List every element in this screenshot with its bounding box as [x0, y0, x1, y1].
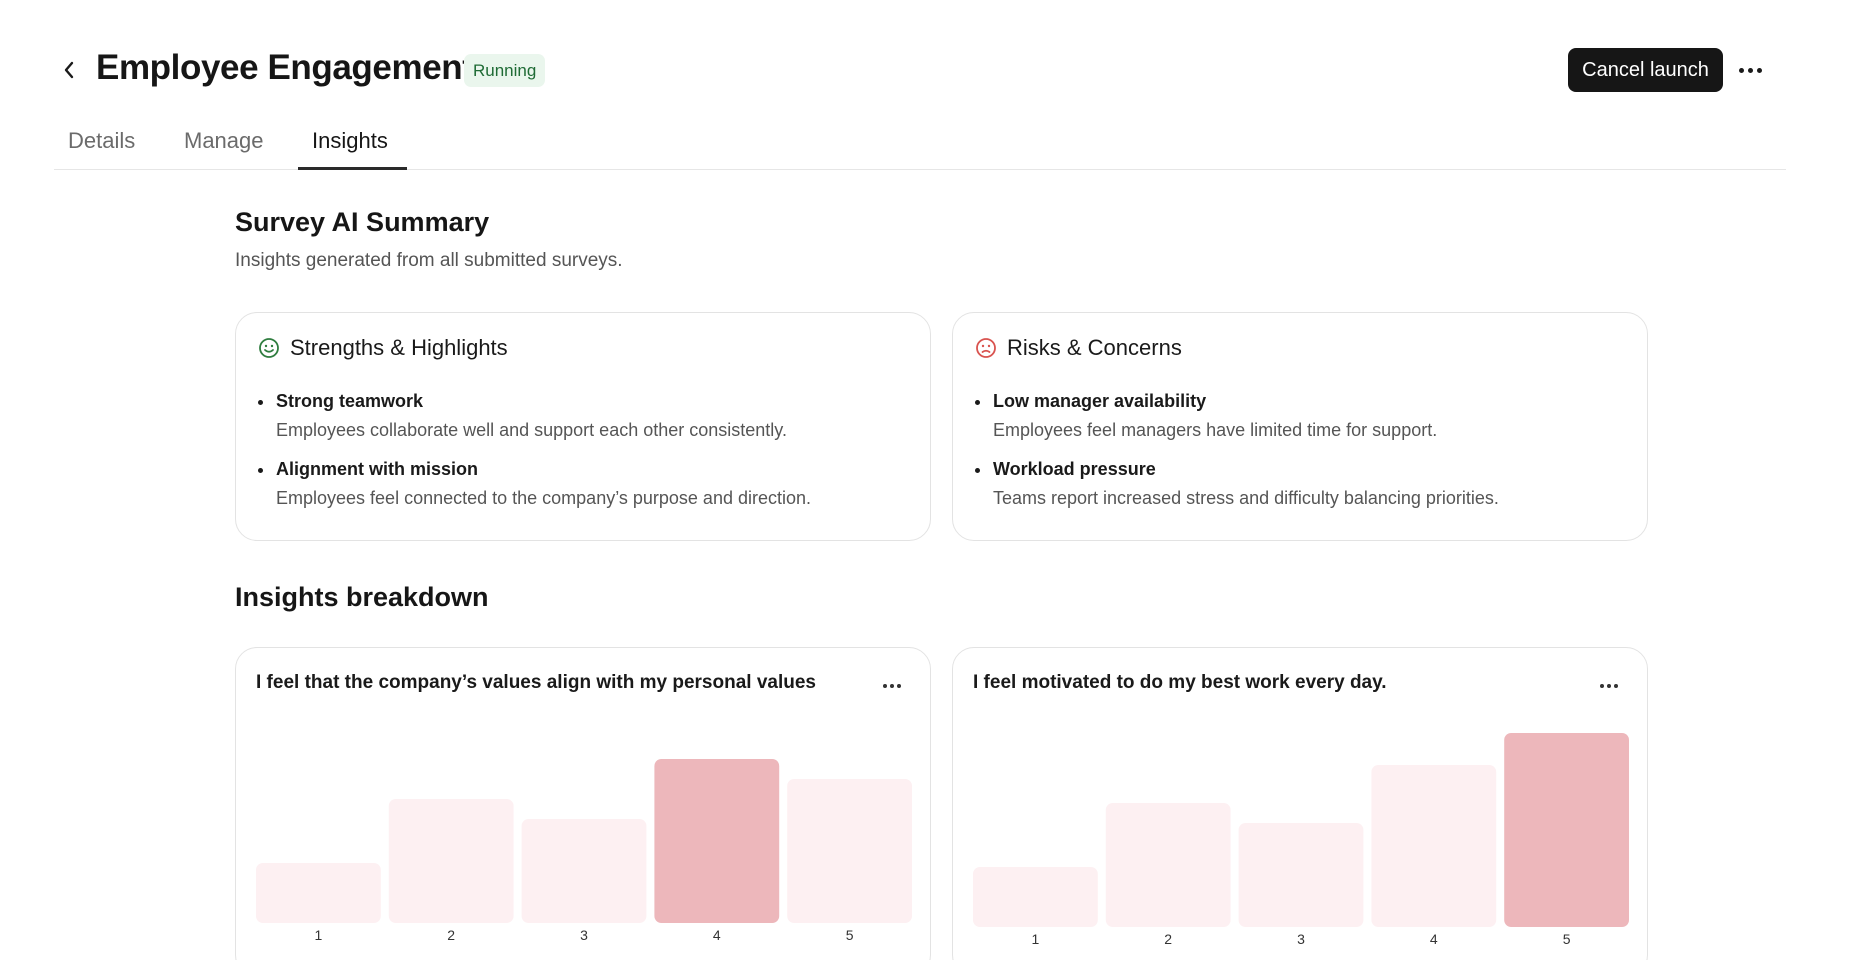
summary-subtitle: Insights generated from all submitted su… — [235, 250, 623, 271]
risks-title: Risks & Concerns — [1007, 335, 1182, 360]
bar-chart: 1 2 3 4 5 — [256, 759, 912, 943]
x-tick-label: 5 — [846, 927, 854, 943]
chart-title: I feel that the company’s values align w… — [256, 672, 816, 693]
x-tick-label: 3 — [1297, 931, 1305, 947]
strengths-title: Strengths & Highlights — [290, 335, 508, 360]
bar-3[interactable] — [1238, 823, 1364, 927]
item-title: Workload pressure — [993, 459, 1156, 479]
x-tick-label: 1 — [1032, 931, 1040, 947]
item-title: Alignment with mission — [276, 459, 479, 479]
bar-1[interactable] — [256, 863, 381, 923]
bullet — [258, 400, 263, 405]
frown-icon — [976, 338, 996, 358]
chart-more-button[interactable] — [878, 678, 906, 694]
x-tick-label: 1 — [315, 927, 323, 943]
bar-3[interactable] — [521, 819, 647, 923]
breakdown-title: Insights breakdown — [235, 582, 489, 612]
risks-card: Risks & Concerns Low manager availabilit… — [952, 312, 1648, 541]
x-tick-label: 5 — [1563, 931, 1571, 947]
chevron-left-icon — [64, 61, 74, 79]
summary-title: Survey AI Summary — [235, 207, 490, 237]
x-tick-label: 2 — [1164, 931, 1172, 947]
bar-5[interactable] — [787, 779, 912, 923]
status-badge: Running — [464, 54, 546, 87]
x-tick-label: 4 — [713, 927, 721, 943]
bar-4[interactable] — [654, 759, 780, 923]
tab-manage[interactable]: Manage — [184, 128, 264, 153]
bar-2[interactable] — [388, 799, 514, 923]
tab-details[interactable]: Details — [68, 128, 136, 153]
page-header: Employee Engagement Running Cancel launc… — [0, 0, 1854, 170]
item-title: Strong teamwork — [276, 391, 424, 411]
tab-bar: Details Manage Insights — [54, 120, 1786, 170]
smile-icon — [259, 338, 279, 358]
chart-card-2: I feel motivated to do my best work ever… — [952, 647, 1648, 960]
active-tab-indicator — [298, 167, 407, 170]
chart-more-button[interactable] — [1595, 678, 1623, 694]
item-description: Employees feel connected to the company’… — [276, 488, 811, 508]
item-description: Employees feel managers have limited tim… — [993, 420, 1438, 440]
chart-card-1: I feel that the company’s values align w… — [235, 647, 931, 960]
strengths-header: Strengths & Highlights — [258, 335, 508, 361]
chart-title: I feel motivated to do my best work ever… — [973, 672, 1387, 693]
strengths-card: Strengths & Highlights Strong teamwork E… — [235, 312, 931, 541]
bar-1[interactable] — [973, 867, 1098, 927]
x-tick-label: 4 — [1430, 931, 1438, 947]
bar-4[interactable] — [1371, 765, 1497, 927]
x-tick-label: 2 — [447, 927, 455, 943]
more-horizontal-icon — [1738, 67, 1762, 73]
bullet — [975, 400, 980, 405]
item-description: Teams report increased stress and diffic… — [993, 488, 1499, 508]
item-title: Low manager availability — [993, 391, 1207, 411]
tab-insights[interactable]: Insights — [312, 128, 388, 153]
bar-5[interactable] — [1504, 733, 1629, 927]
bullet — [975, 468, 980, 473]
bar-chart: 1 2 3 4 5 — [973, 733, 1629, 947]
bar-2[interactable] — [1105, 803, 1231, 927]
item-description: Employees collaborate well and support e… — [276, 420, 787, 440]
cancel-launch-button[interactable]: Cancel launch — [1568, 48, 1723, 92]
x-tick-label: 3 — [580, 927, 588, 943]
more-options-button[interactable] — [1732, 55, 1768, 85]
page-title: Employee Engagement — [96, 48, 474, 87]
bullet — [258, 468, 263, 473]
back-button[interactable] — [54, 52, 84, 88]
risks-header: Risks & Concerns — [975, 335, 1182, 361]
